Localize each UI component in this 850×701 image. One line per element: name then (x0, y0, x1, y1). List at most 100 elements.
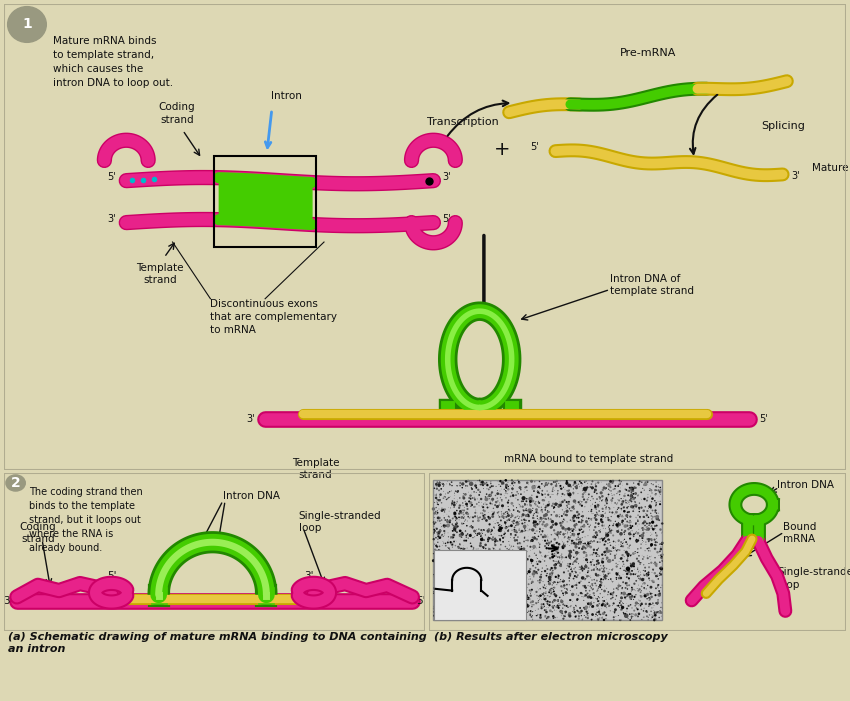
Point (567, 501, 581, 512)
Point (439, 538, 452, 549)
Point (529, 587, 542, 599)
Point (467, 542, 480, 553)
Point (517, 614, 530, 625)
Point (616, 511, 630, 522)
Point (630, 602, 643, 613)
Point (627, 561, 641, 572)
Point (505, 601, 518, 613)
Point (648, 606, 661, 618)
Point (479, 613, 492, 624)
Point (572, 537, 586, 548)
Point (430, 586, 444, 597)
Point (562, 498, 575, 510)
Point (477, 479, 490, 490)
Point (606, 564, 620, 575)
Point (502, 594, 515, 606)
Point (585, 583, 598, 594)
Point (489, 536, 502, 547)
Point (620, 580, 634, 591)
Point (588, 484, 602, 495)
Point (570, 550, 583, 561)
Point (563, 534, 576, 545)
Point (525, 610, 539, 621)
Point (496, 522, 509, 533)
Point (469, 486, 483, 498)
Point (446, 606, 460, 618)
Point (541, 506, 554, 517)
Point (604, 485, 618, 496)
Point (617, 559, 631, 570)
Point (445, 498, 459, 510)
Point (554, 517, 568, 528)
Point (640, 606, 654, 618)
Point (468, 579, 482, 590)
Point (511, 561, 524, 572)
Point (556, 557, 570, 568)
Point (432, 484, 445, 496)
Point (581, 494, 594, 505)
Point (456, 569, 469, 580)
Point (506, 554, 519, 566)
Point (615, 583, 629, 594)
Point (493, 590, 507, 601)
Point (643, 520, 656, 531)
Point (484, 609, 497, 620)
Point (541, 505, 554, 517)
Point (617, 565, 631, 576)
Point (579, 497, 592, 508)
Point (484, 478, 497, 489)
Point (437, 550, 451, 562)
Point (438, 507, 451, 518)
Point (518, 595, 532, 606)
Point (505, 584, 518, 595)
Point (453, 539, 467, 550)
Point (552, 571, 565, 582)
Point (509, 512, 523, 523)
Point (586, 574, 599, 585)
Point (494, 515, 507, 526)
Point (448, 488, 462, 499)
Point (550, 558, 564, 569)
Point (620, 555, 634, 566)
Point (456, 518, 470, 529)
Point (480, 590, 494, 601)
Point (436, 504, 450, 515)
Point (451, 569, 465, 580)
Point (464, 490, 478, 501)
Point (653, 488, 666, 499)
Point (583, 495, 597, 506)
Point (481, 526, 495, 537)
Point (438, 528, 451, 539)
Point (503, 566, 517, 578)
Point (538, 580, 552, 591)
Point (493, 572, 507, 583)
Point (437, 546, 451, 557)
Point (630, 597, 643, 608)
Point (624, 592, 638, 604)
Point (654, 496, 667, 507)
Point (575, 565, 589, 576)
Point (481, 547, 495, 558)
Point (505, 599, 518, 610)
Point (553, 500, 567, 511)
Point (626, 530, 640, 541)
Point (455, 517, 468, 529)
Point (530, 525, 544, 536)
Point (515, 526, 529, 537)
Point (638, 524, 651, 536)
Point (486, 511, 500, 522)
Point (604, 545, 617, 557)
Point (592, 542, 605, 553)
Point (609, 480, 622, 491)
Point (560, 583, 574, 594)
Point (432, 557, 445, 568)
Point (537, 587, 551, 599)
Point (457, 543, 471, 554)
Point (464, 478, 478, 489)
Point (581, 576, 595, 587)
Point (483, 606, 496, 617)
Point (622, 566, 636, 577)
Point (487, 503, 501, 514)
Point (570, 557, 583, 568)
Point (612, 517, 626, 529)
